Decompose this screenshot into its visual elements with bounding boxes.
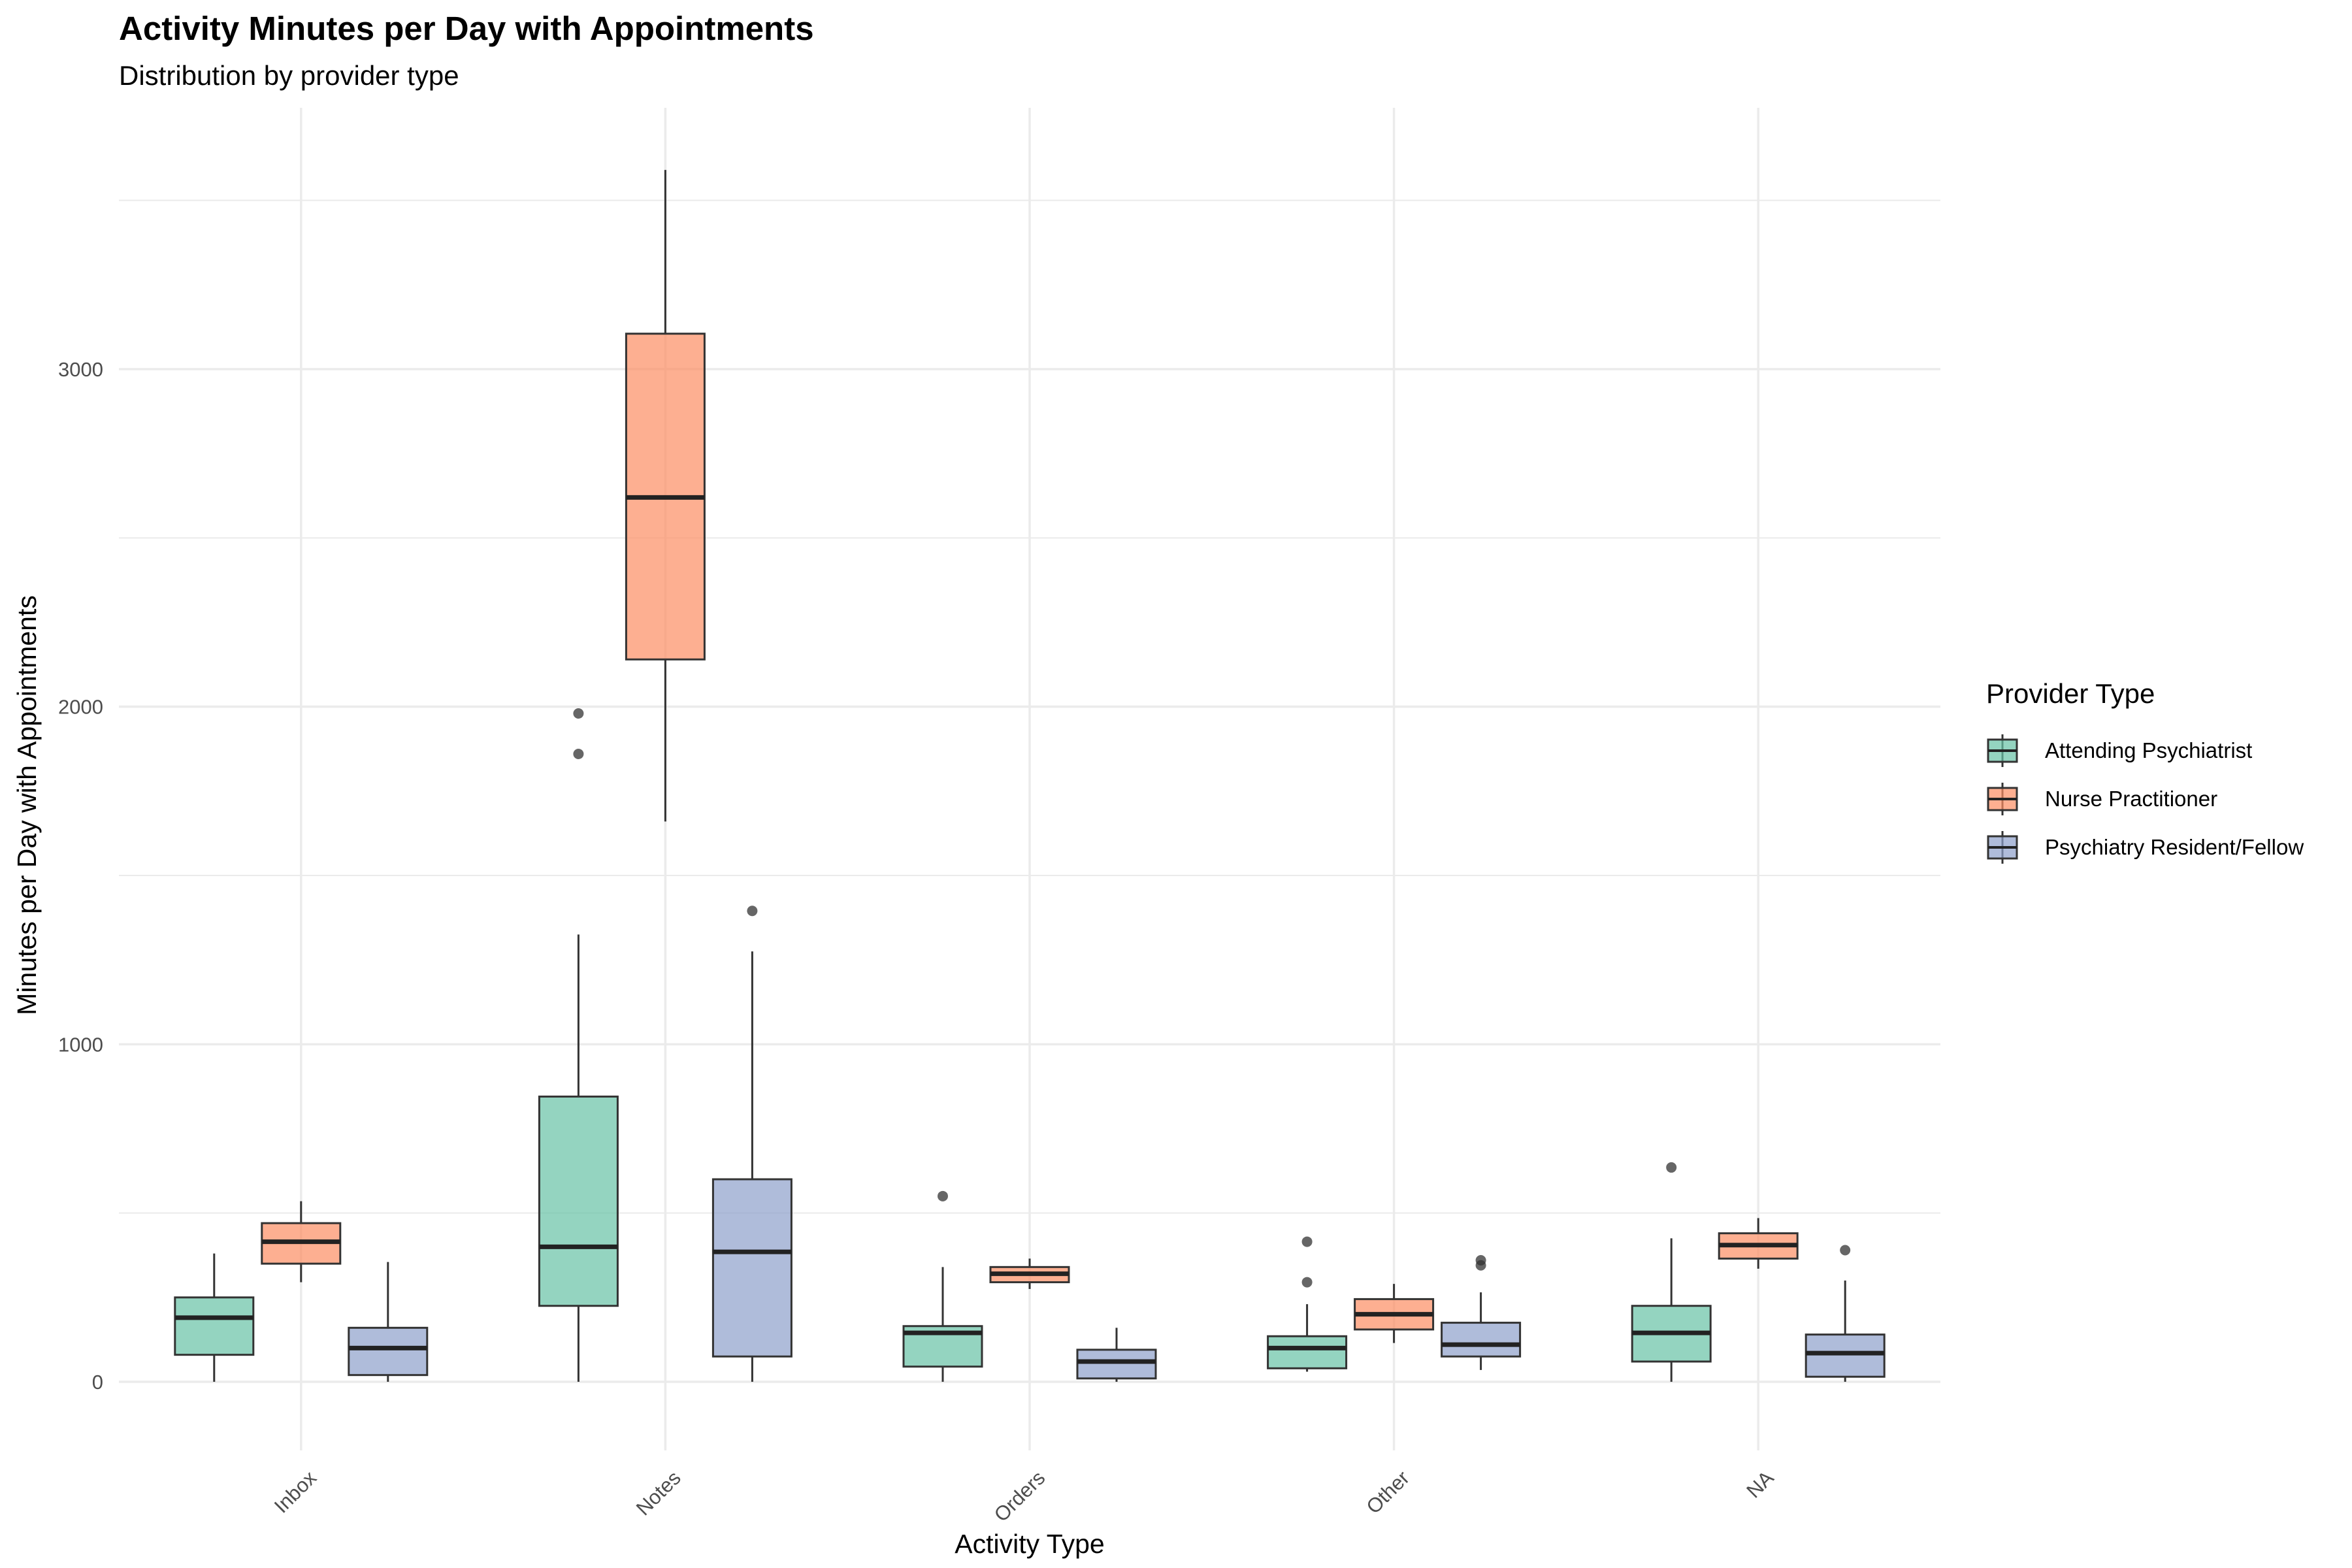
legend-title: Provider Type [1986, 678, 2155, 709]
box [1631, 1162, 1712, 1382]
box-iqr [1805, 1333, 1886, 1378]
box [625, 170, 706, 822]
y-tick-label: 0 [92, 1371, 103, 1394]
outlier-point [747, 906, 758, 917]
box-series [174, 170, 1886, 1382]
chart-title: Activity Minutes per Day with Appointmen… [119, 10, 814, 47]
series-group [261, 170, 1799, 1343]
box [1267, 1236, 1348, 1372]
series-group [348, 906, 1886, 1382]
box [1076, 1328, 1157, 1382]
legend-key-icon [1987, 831, 2018, 864]
box-iqr [1076, 1348, 1157, 1380]
y-tick-label: 2000 [58, 696, 103, 719]
box [1805, 1245, 1886, 1382]
box-iqr [348, 1326, 429, 1377]
legend-item: Psychiatry Resident/Fellow [1986, 823, 2304, 872]
box [174, 1253, 255, 1382]
outlier-point [573, 749, 584, 759]
x-tick-label: Notes [632, 1466, 685, 1520]
outlier-point [1301, 1236, 1313, 1247]
legend-label: Psychiatry Resident/Fellow [2045, 835, 2304, 859]
box [1441, 1255, 1522, 1370]
box-iqr [174, 1296, 255, 1356]
outlier-point [1301, 1277, 1313, 1288]
legend-item: Attending Psychiatrist [1986, 727, 2304, 775]
x-axis-title: Activity Type [955, 1529, 1104, 1559]
outlier-point [1475, 1255, 1486, 1266]
x-tick-label: Other [1362, 1466, 1414, 1518]
y-tick-label: 1000 [58, 1033, 103, 1056]
legend-item: Nurse Practitioner [1986, 775, 2304, 823]
box-iqr [1441, 1322, 1522, 1358]
legend-label: Attending Psychiatrist [2045, 738, 2253, 762]
y-tick-label: 3000 [58, 358, 103, 381]
chart-subtitle: Distribution by provider type [119, 60, 459, 91]
box [902, 1190, 983, 1382]
box [348, 1262, 429, 1382]
x-tick-label: Inbox [270, 1466, 321, 1518]
legend: Provider Type Attending Psychiatrist Nurs… [1986, 678, 2304, 872]
series-group [174, 708, 1712, 1382]
outlier-point [1840, 1245, 1851, 1256]
legend-items: Attending Psychiatrist Nurse Practitioner… [1986, 727, 2304, 872]
box [989, 1258, 1070, 1289]
box [1354, 1284, 1435, 1343]
x-tick-label: NA [1742, 1466, 1778, 1502]
outlier-point [573, 708, 584, 719]
box [538, 708, 619, 1382]
box-iqr [1267, 1335, 1348, 1369]
x-tick-label: Orders [990, 1466, 1050, 1526]
outlier-point [1666, 1162, 1677, 1173]
box [711, 906, 792, 1382]
outlier-point [938, 1190, 948, 1201]
legend-key-icon [1987, 783, 2018, 815]
y-axis-title: Minutes per Day with Appointments [12, 595, 42, 1015]
legend-label: Nurse Practitioner [2045, 787, 2218, 811]
grid-lines [119, 108, 1940, 1450]
box [261, 1201, 342, 1282]
legend-key-icon [1987, 734, 2018, 767]
box [1718, 1218, 1799, 1269]
box-iqr [538, 1095, 619, 1307]
box-iqr [711, 1178, 792, 1358]
